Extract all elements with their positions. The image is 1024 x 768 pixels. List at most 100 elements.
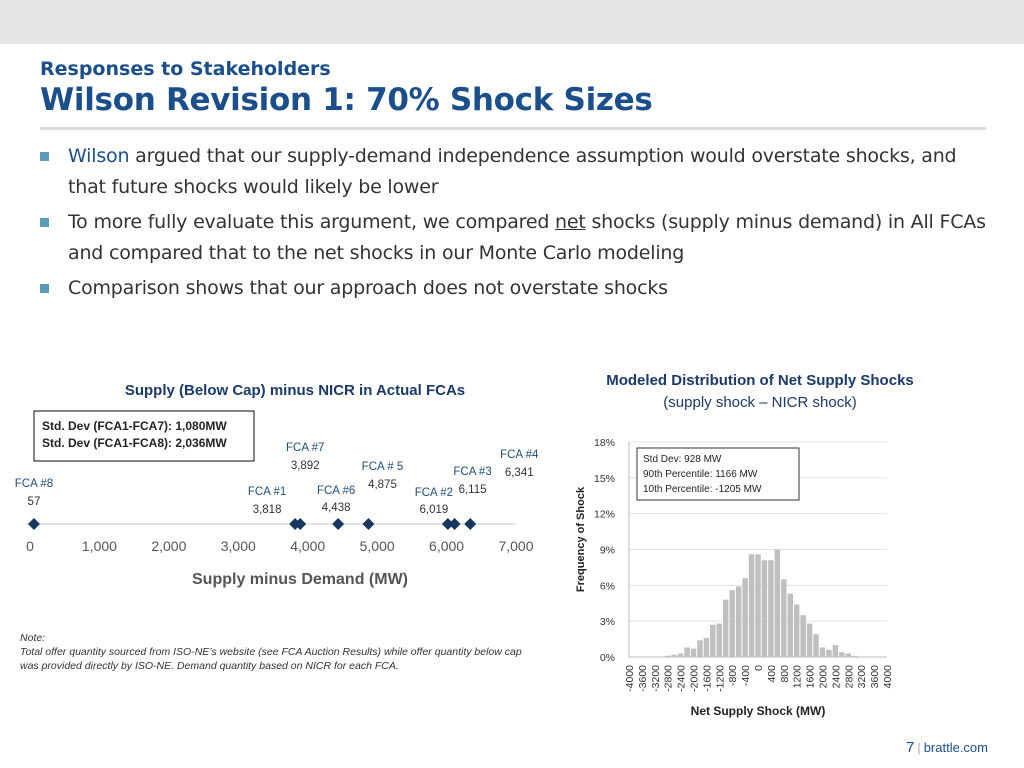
histogram-bar — [768, 560, 774, 657]
x-tick-label: 2,000 — [151, 538, 186, 554]
stats-box — [33, 410, 255, 462]
histogram-bar — [671, 654, 677, 657]
slide-subtitle: Responses to Stakeholders — [40, 58, 331, 80]
histogram-bar — [761, 560, 768, 657]
data-point-marker — [362, 518, 375, 530]
point-value-label: 4,438 — [322, 502, 351, 514]
x-tick-label: -4000 — [624, 665, 636, 692]
bullet-text: To more fully evaluate this argument, we… — [68, 211, 556, 233]
x-tick-label: -400 — [740, 665, 752, 686]
bullet-text: net — [555, 211, 586, 233]
x-tick-label: -3200 — [650, 665, 662, 692]
point-name-label: FCA #7 — [286, 442, 324, 454]
point-value-label: 6,341 — [505, 467, 534, 479]
y-tick-label: 18% — [594, 437, 615, 449]
bullet-text: shocks (supply minus demand) in All FCAs… — [68, 211, 986, 264]
histogram-bar — [729, 590, 735, 657]
x-tick-label: 800 — [779, 665, 791, 683]
fca-scatter-chart: Std. Dev (FCA1-FCA7): 1,080MW Std. Dev (F… — [15, 410, 539, 588]
histogram-bar — [716, 623, 723, 657]
point-name-label: FCA # 5 — [362, 461, 404, 473]
histogram-bar — [826, 649, 832, 657]
point-name-label: FCA #1 — [248, 486, 286, 498]
point-value-label: 3,892 — [291, 460, 320, 472]
x-tick-label: -1600 — [701, 665, 713, 692]
point-name-label: FCA #6 — [317, 485, 355, 497]
bullet-square-icon — [40, 218, 49, 227]
stats-line: Std Dev: 928 MW — [643, 454, 722, 465]
x-tick-label: 2000 — [818, 665, 830, 689]
x-tick-label: 5,000 — [360, 538, 395, 554]
note-label: Note: — [20, 632, 46, 644]
histogram-bar — [787, 593, 793, 657]
right-chart-title-block: Modeled Distribution of Net Supply Shock… — [560, 370, 960, 414]
x-tick-label: 3,000 — [221, 538, 256, 554]
x-tick-label: 1,000 — [82, 538, 117, 554]
footer-separator: | — [917, 740, 921, 755]
x-tick-label: 400 — [766, 665, 778, 683]
x-tick-label: 2800 — [843, 665, 855, 689]
bullet-item: Comparison shows that our approach does … — [38, 273, 988, 304]
x-tick-label: 1200 — [792, 665, 804, 689]
point-value-label: 3,818 — [253, 504, 282, 516]
histogram-bar — [852, 655, 858, 657]
bullet-item: To more fully evaluate this argument, we… — [38, 207, 988, 269]
point-value-label: 6,019 — [419, 504, 448, 516]
point-value-label: 4,875 — [368, 479, 397, 491]
data-point-marker — [441, 518, 454, 530]
left-chart-title: Supply (Below Cap) minus NICR in Actual … — [124, 382, 466, 399]
histogram-bar — [723, 599, 729, 657]
y-tick-label: 15% — [594, 473, 615, 485]
point-name-label: FCA #2 — [415, 487, 453, 499]
bullet-text: Comparison shows that our approach does … — [68, 277, 668, 299]
shock-histogram-chart: 0%3%6%9%12%15%18%-4000 -3600 -3200 -2800 -24… — [575, 437, 894, 718]
slide-title: Wilson Revision 1: 70% Shock Sizes — [40, 82, 653, 118]
x-tick-label: -2000 — [689, 665, 701, 692]
footer-site[interactable]: brattle.com — [923, 740, 988, 755]
x-axis-title: Supply minus Demand (MW) — [192, 571, 408, 588]
y-axis-title: Frequency of Shock — [575, 486, 587, 592]
bullet-item: Wilson argued that our supply-demand ind… — [38, 141, 988, 203]
x-tick-label: 0 — [26, 538, 34, 554]
stats-line: Std. Dev (FCA1-FCA8): 2,036MW — [42, 436, 227, 450]
right-chart-title: Modeled Distribution of Net Supply Shock… — [606, 372, 914, 389]
y-tick-label: 12% — [594, 509, 615, 521]
histogram-bar — [832, 645, 839, 657]
data-point-marker — [464, 518, 477, 530]
histogram-bar — [813, 634, 819, 657]
histogram-bar — [684, 647, 690, 657]
bullet-text: Wilson — [68, 145, 130, 167]
data-point-marker — [27, 518, 40, 530]
bullet-list: Wilson argued that our supply-demand ind… — [38, 141, 988, 308]
note-text: Total offer quantity sourced from ISO-NE… — [20, 646, 522, 672]
histogram-bar — [735, 586, 742, 657]
point-name-label: FCA #3 — [453, 466, 491, 478]
histogram-bar — [806, 623, 813, 657]
y-tick-label: 3% — [600, 616, 615, 628]
x-tick-label: 0 — [753, 665, 765, 671]
data-point-marker — [294, 518, 307, 530]
x-tick-label: 3600 — [869, 665, 881, 689]
x-tick-label: -2800 — [663, 665, 675, 692]
histogram-bar — [748, 554, 755, 657]
histogram-bar — [697, 640, 703, 657]
histogram-bar — [845, 653, 852, 657]
histogram-bar — [800, 615, 806, 657]
histogram-bar — [710, 624, 716, 657]
x-tick-label: 4,000 — [290, 538, 325, 554]
point-value-label: 57 — [28, 496, 41, 508]
histogram-bar — [703, 637, 710, 657]
data-point-marker — [332, 518, 345, 530]
title-divider — [40, 127, 986, 130]
x-tick-label: -2400 — [676, 665, 688, 692]
histogram-bar — [677, 653, 684, 657]
point-name-label: FCA #8 — [15, 478, 53, 490]
x-tick-label: -800 — [727, 665, 739, 686]
footer: 7 | brattle.com — [906, 739, 988, 756]
x-axis-title: Net Supply Shock (MW) — [691, 704, 826, 718]
x-tick-label: -3600 — [637, 665, 649, 692]
y-tick-label: 9% — [600, 545, 615, 557]
y-tick-label: 0% — [600, 652, 615, 664]
histogram-bar — [664, 655, 671, 657]
histogram-bar — [793, 604, 800, 657]
